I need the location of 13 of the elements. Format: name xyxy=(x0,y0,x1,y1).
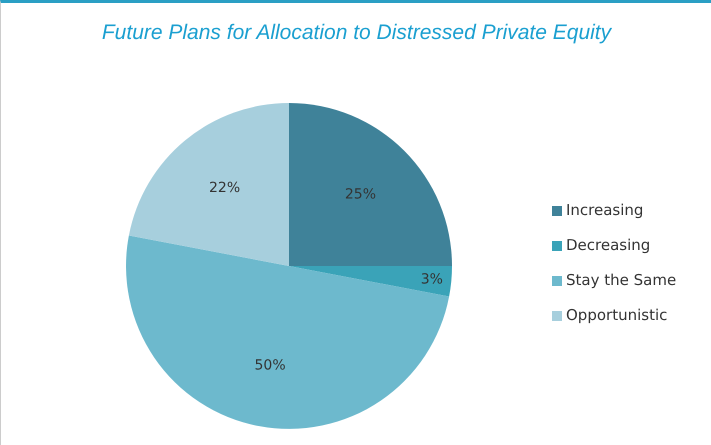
data-label: 25% xyxy=(344,186,376,203)
pie-slice xyxy=(289,103,452,266)
legend-label: Stay the Same xyxy=(566,271,676,289)
data-label: 22% xyxy=(209,180,240,196)
pie-slice xyxy=(126,235,450,429)
chart-title: Future Plans for Allocation to Distressed Private Equity xyxy=(100,21,613,45)
data-label: 50% xyxy=(254,357,286,374)
pie-slice xyxy=(128,103,289,266)
legend-label: Increasing xyxy=(566,201,644,219)
legend-label: Opportunistic xyxy=(566,306,668,324)
legend-label: Decreasing xyxy=(566,236,650,254)
data-label: 3% xyxy=(420,272,443,288)
pie-slice xyxy=(289,266,452,297)
